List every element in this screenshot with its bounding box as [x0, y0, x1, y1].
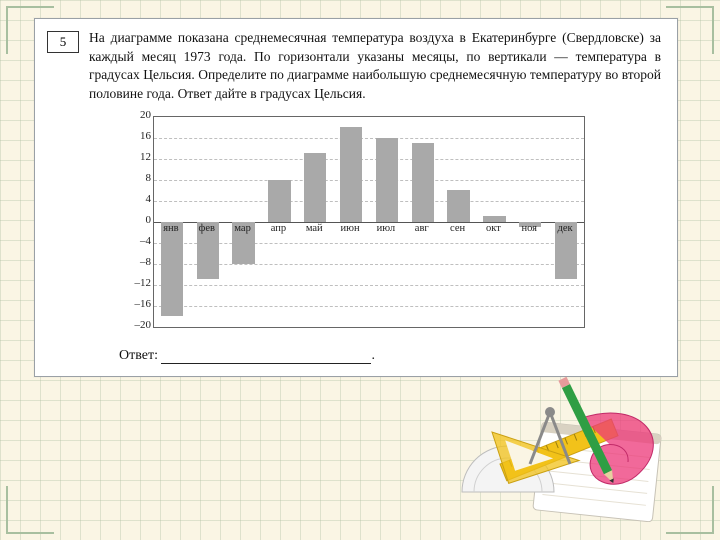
problem-header-row: 5 На диаграмме показана среднемесячная т…: [47, 29, 661, 104]
chart-bar: [268, 180, 290, 222]
chart-x-label: июн: [341, 223, 360, 234]
chart-x-label: ноя: [522, 223, 538, 234]
problem-text: На диаграмме показана среднемесячная тем…: [89, 29, 661, 104]
problem-number: 5: [60, 34, 67, 50]
chart-gridline: [154, 180, 584, 181]
chart-gridline: [154, 201, 584, 202]
chart-gridline: [154, 138, 584, 139]
chart-y-label: 20: [121, 109, 151, 121]
problem-number-box: 5: [47, 31, 79, 53]
stage: 5 На диаграмме показана среднемесячная т…: [0, 0, 720, 540]
chart-y-label: –16: [121, 298, 151, 310]
chart-y-label: 12: [121, 151, 151, 163]
corner-frame-bl: [6, 486, 54, 534]
chart-x-label: июл: [377, 223, 395, 234]
problem-card: 5 На диаграмме показана среднемесячная т…: [34, 18, 678, 377]
chart-gridline: [154, 306, 584, 307]
answer-line: Ответ: .: [119, 348, 661, 364]
chart-y-label: –20: [121, 319, 151, 331]
chart-y-label: 8: [121, 172, 151, 184]
chart-x-label: окт: [486, 223, 501, 234]
chart-bar: [376, 138, 398, 222]
answer-label: Ответ:: [119, 348, 158, 363]
chart-x-label: авг: [415, 223, 429, 234]
chart-y-label: –8: [121, 256, 151, 268]
chart-container: 20 16 12 8 4 0 –4 –8 –12 –16 –20 янв фев мар апр май июн…: [119, 110, 593, 342]
temperature-bar-chart: 20 16 12 8 4 0 –4 –8 –12 –16 –20 янв фев мар апр май июн…: [119, 110, 593, 342]
chart-x-label: апр: [271, 223, 286, 234]
chart-bar: [483, 216, 505, 221]
chart-x-label: фев: [199, 223, 215, 234]
answer-suffix: .: [371, 348, 375, 363]
chart-x-label: сен: [450, 223, 465, 234]
stationery-illustration: [432, 372, 692, 522]
chart-y-label: –4: [121, 235, 151, 247]
chart-bar: [340, 127, 362, 222]
chart-y-label: 0: [121, 214, 151, 226]
chart-bar: [161, 222, 183, 317]
chart-x-label: май: [306, 223, 323, 234]
chart-bar: [304, 153, 326, 221]
chart-x-label: янв: [163, 223, 178, 234]
chart-y-label: –12: [121, 277, 151, 289]
answer-blank[interactable]: [161, 351, 371, 364]
chart-bar: [447, 190, 469, 222]
chart-y-label: 16: [121, 130, 151, 142]
chart-y-label: 4: [121, 193, 151, 205]
chart-x-label: дек: [558, 223, 573, 234]
chart-gridline: [154, 159, 584, 160]
chart-plot-area: [153, 116, 585, 328]
chart-gridline: [154, 285, 584, 286]
chart-bar: [412, 143, 434, 222]
chart-x-label: мар: [234, 223, 250, 234]
